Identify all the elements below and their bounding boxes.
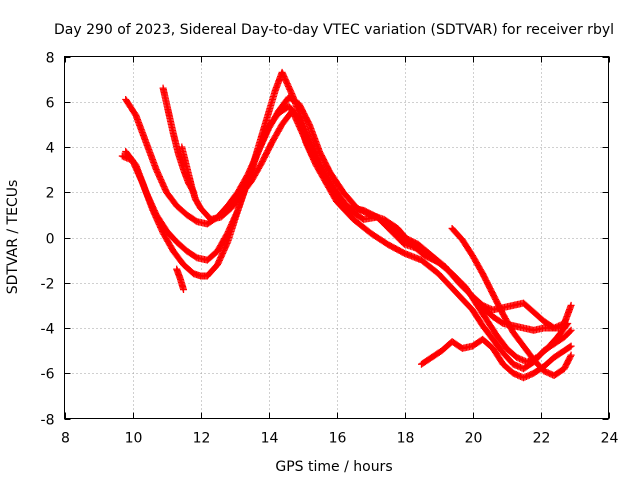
y-tick-label: -2 [41, 277, 55, 293]
x-tick-label: 12 [193, 431, 211, 447]
data-point-marker [567, 342, 575, 350]
series-track-5 [178, 107, 575, 332]
data-point-marker [180, 286, 187, 294]
y-axis-label: SDTVAR / TECUs [5, 180, 21, 295]
data-point-marker [567, 301, 575, 309]
x-tick-label: 24 [601, 431, 619, 447]
series-track-8 [448, 224, 575, 380]
y-tick-label: 6 [46, 96, 55, 112]
series-track-7 [173, 265, 187, 294]
y-tick-label: 8 [46, 51, 55, 67]
x-tick-label: 14 [261, 431, 279, 447]
tick-layer [64, 56, 610, 420]
data-point-marker [566, 327, 574, 335]
data-point-marker [567, 351, 575, 359]
data-point-marker [566, 343, 574, 351]
x-tick-label: 10 [125, 431, 143, 447]
x-tick-label: 18 [397, 431, 415, 447]
plot-frame [64, 56, 609, 419]
x-tick-label: 22 [533, 431, 551, 447]
y-tick-label: -4 [41, 322, 55, 338]
data-layer [118, 68, 575, 382]
series-track-6 [418, 335, 575, 382]
data-point-marker [566, 353, 574, 361]
y-tick-label: 2 [46, 186, 55, 202]
y-tick-label: 4 [46, 141, 55, 157]
y-tick-label: -6 [41, 367, 55, 383]
data-point-marker [567, 326, 575, 334]
x-tick-label: 16 [329, 431, 347, 447]
y-tick-label: -8 [41, 413, 55, 429]
chart-title: Day 290 of 2023, Sidereal Day-to-day VTE… [54, 22, 614, 38]
y-tick-label: 0 [46, 232, 55, 248]
x-tick-label: 20 [465, 431, 483, 447]
x-axis-label: GPS time / hours [275, 459, 392, 475]
x-tick-label: 8 [61, 431, 70, 447]
series-track-1 [118, 102, 575, 373]
